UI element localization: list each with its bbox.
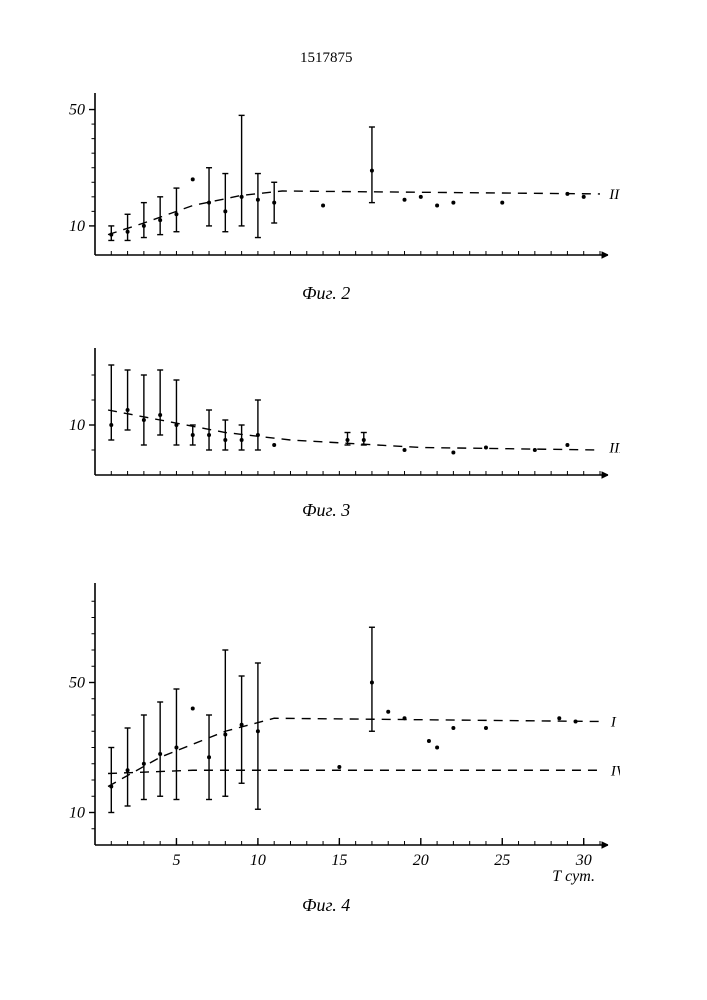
svg-text:30: 30	[575, 852, 592, 869]
figure-2-svg: 10 50 II	[60, 85, 620, 275]
svg-text:50: 50	[69, 102, 85, 119]
page-number: 1517875	[300, 50, 353, 67]
svg-text:I + II: I + II	[610, 715, 620, 731]
figure-page: { "pageNumber": "1517875", "colors": { "…	[0, 0, 707, 1000]
figure-4-chart: 10 50 5 10 15 20 25 30Т сут. I + II IV	[60, 570, 620, 890]
figure-4-svg: 10 50 5 10 15 20 25 30Т сут. I + II IV	[60, 570, 620, 890]
svg-text:III: III	[608, 441, 620, 457]
svg-text:25: 25	[494, 852, 510, 869]
svg-text:10: 10	[250, 852, 266, 869]
svg-text:50: 50	[69, 675, 85, 692]
svg-text:10: 10	[69, 218, 85, 235]
svg-text:IV: IV	[610, 763, 620, 779]
svg-text:10: 10	[69, 805, 85, 822]
figure-2-caption: Фиг. 2	[302, 283, 350, 304]
figure-3-svg: 10 III	[60, 340, 620, 495]
figure-4-caption: Фиг. 4	[302, 895, 350, 916]
figure-3-caption: Фиг. 3	[302, 500, 350, 521]
figure-3-chart: 10 III	[60, 340, 620, 495]
svg-text:20: 20	[413, 852, 429, 869]
svg-text:5: 5	[172, 852, 180, 869]
figure-2-chart: 10 50 II	[60, 85, 620, 275]
svg-text:15: 15	[331, 852, 347, 869]
svg-text:10: 10	[69, 417, 85, 434]
svg-text:II: II	[608, 187, 620, 203]
svg-text:Т сут.: Т сут.	[552, 868, 595, 885]
